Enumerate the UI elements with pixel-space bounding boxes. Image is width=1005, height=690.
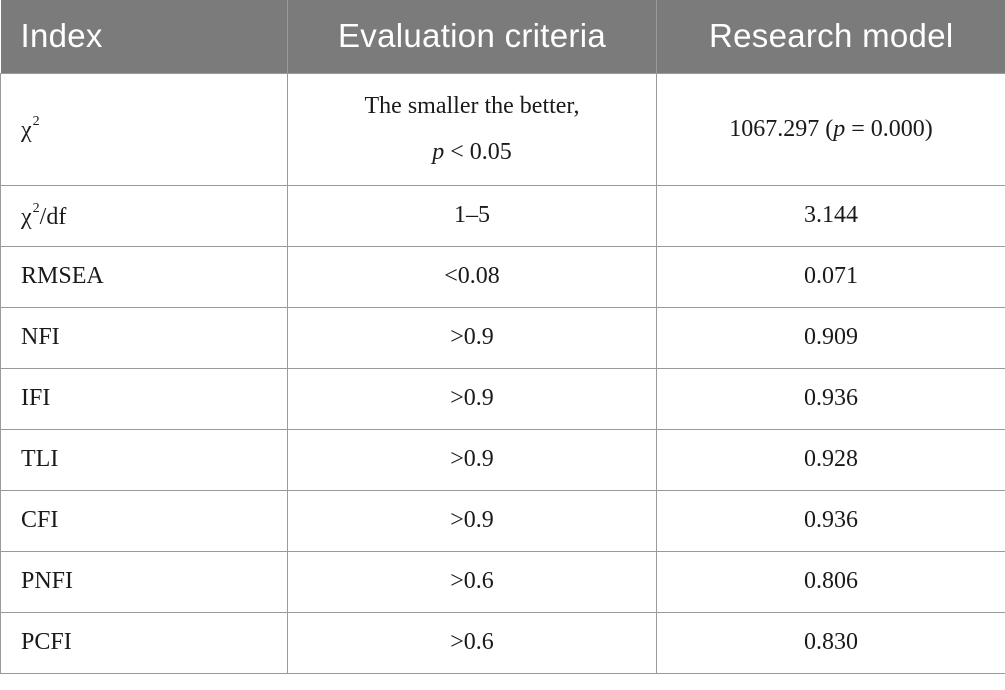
cell-model: 0.928 <box>656 428 1005 491</box>
table-row: PCFI >0.6 0.830 <box>0 611 1005 674</box>
table-row: RMSEA <0.08 0.071 <box>0 245 1005 308</box>
cell-model: 3.144 <box>656 184 1005 247</box>
cell-index: χ2 <box>0 72 288 186</box>
cell-criteria: >0.9 <box>287 489 657 552</box>
p-symbol: p <box>833 115 846 142</box>
chi-superscript: 2 <box>32 114 40 129</box>
table-header: Index Evaluation criteria Research model <box>0 0 1005 73</box>
cell-criteria: >0.9 <box>287 306 657 369</box>
p-value: = 0.000) <box>845 115 933 142</box>
table-row: χ2/df 1–5 3.144 <box>0 184 1005 247</box>
cell-model: 0.071 <box>656 245 1005 308</box>
header-research-model: Research model <box>656 0 1005 73</box>
cell-index: NFI <box>0 306 288 369</box>
cell-model: 0.936 <box>656 367 1005 430</box>
model-value: 1067.297 ( <box>729 115 834 142</box>
cell-model: 0.936 <box>656 489 1005 552</box>
table-row: TLI >0.9 0.928 <box>0 428 1005 491</box>
header-evaluation-criteria: Evaluation criteria <box>287 0 657 73</box>
p-symbol: p <box>432 139 445 165</box>
table-row: CFI >0.9 0.936 <box>0 489 1005 552</box>
cell-index: PNFI <box>0 550 288 613</box>
cell-criteria: <0.08 <box>287 245 657 308</box>
cell-model: 0.909 <box>656 306 1005 369</box>
cell-criteria: >0.9 <box>287 428 657 491</box>
cell-model: 0.830 <box>656 611 1005 674</box>
cell-criteria: >0.9 <box>287 367 657 430</box>
cell-criteria: 1–5 <box>287 184 657 247</box>
cell-criteria: The smaller the better, p < 0.05 <box>287 72 657 186</box>
chi-symbol: χ <box>21 117 32 143</box>
chi-superscript: 2 <box>32 200 40 216</box>
cell-index: χ2/df <box>0 184 288 247</box>
index-suffix: /df <box>39 203 67 230</box>
criteria-line-2: p < 0.05 <box>288 129 656 175</box>
chi-symbol: χ <box>21 203 32 230</box>
p-condition: < 0.05 <box>444 139 512 165</box>
header-row: Index Evaluation criteria Research model <box>0 0 1005 73</box>
table-row: IFI >0.9 0.936 <box>0 367 1005 430</box>
model-fit-table: Index Evaluation criteria Research model… <box>0 0 1005 674</box>
cell-criteria: >0.6 <box>287 550 657 613</box>
cell-index: IFI <box>0 367 288 430</box>
cell-model: 1067.297 (p = 0.000) <box>656 72 1005 186</box>
table-row: NFI >0.9 0.909 <box>0 306 1005 369</box>
criteria-line-1: The smaller the better, <box>364 93 580 119</box>
cell-model: 0.806 <box>656 550 1005 613</box>
cell-index: TLI <box>0 428 288 491</box>
cell-criteria: >0.6 <box>287 611 657 674</box>
cell-index: PCFI <box>0 611 288 674</box>
cell-index: RMSEA <box>0 245 288 308</box>
table-body: χ2 The smaller the better, p < 0.05 1067… <box>0 72 1005 674</box>
table-row: χ2 The smaller the better, p < 0.05 1067… <box>0 72 1005 186</box>
header-index: Index <box>0 0 288 73</box>
table-row: PNFI >0.6 0.806 <box>0 550 1005 613</box>
cell-index: CFI <box>0 489 288 552</box>
